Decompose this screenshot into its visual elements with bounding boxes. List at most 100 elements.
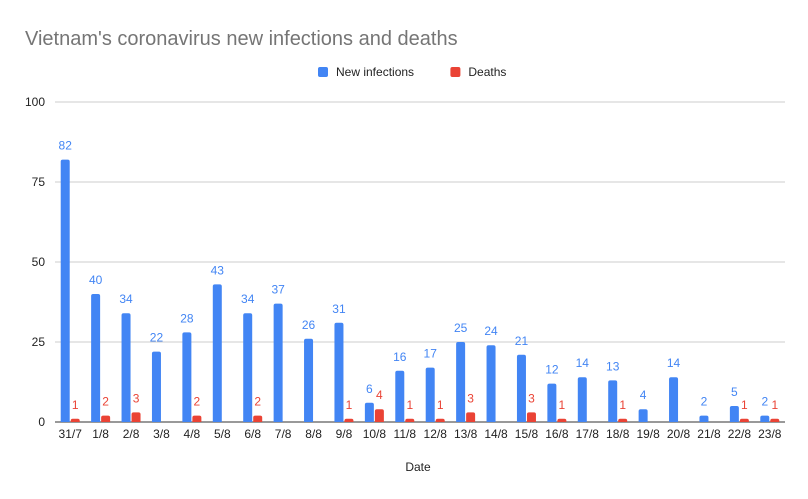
x-tick-label: 13/8: [454, 427, 478, 441]
bar-deaths: [374, 409, 384, 422]
bar-new-infections: [608, 380, 618, 422]
bar-new-infections: [486, 345, 496, 422]
bar-deaths: [770, 418, 780, 422]
bar-new-infections: [425, 367, 435, 422]
data-label-deaths: 4: [376, 388, 383, 402]
data-label-new-infections: 13: [606, 359, 620, 373]
x-tick-label: 3/8: [153, 427, 170, 441]
bar-new-infections: [456, 342, 466, 422]
data-label-deaths: 2: [254, 395, 261, 409]
x-tick-label: 19/8: [636, 427, 660, 441]
data-label-new-infections: 34: [241, 292, 255, 306]
data-label-new-infections: 31: [332, 302, 346, 316]
x-tick-label: 31/7: [59, 427, 83, 441]
bar-deaths: [405, 418, 415, 422]
legend-label-1: Deaths: [468, 65, 506, 79]
x-tick-label: 9/8: [336, 427, 353, 441]
bar-new-infections: [395, 370, 405, 422]
x-tick-label: 1/8: [92, 427, 109, 441]
x-tick-label: 10/8: [363, 427, 387, 441]
bar-new-infections: [334, 322, 344, 422]
bar-new-infections: [273, 303, 283, 422]
legend-label-0: New infections: [336, 65, 414, 79]
bar-deaths: [131, 412, 141, 422]
bar-deaths: [435, 418, 445, 422]
data-label-deaths: 1: [559, 398, 566, 412]
bar-deaths: [739, 418, 749, 422]
bar-deaths: [253, 415, 263, 422]
x-tick-label: 14/8: [484, 427, 508, 441]
data-label-new-infections: 24: [484, 324, 498, 338]
bar-new-infections: [669, 377, 679, 422]
data-label-new-infections: 17: [424, 347, 438, 361]
bar-deaths: [70, 418, 80, 422]
data-label-new-infections: 34: [119, 292, 133, 306]
bar-new-infections: [638, 409, 648, 422]
data-label-new-infections: 82: [59, 139, 73, 153]
x-tick-label: 20/8: [667, 427, 691, 441]
bar-deaths: [344, 418, 354, 422]
bar-deaths: [192, 415, 202, 422]
bar-deaths: [557, 418, 567, 422]
x-tick-label: 23/8: [758, 427, 782, 441]
bar-new-infections: [60, 159, 70, 422]
x-tick-label: 5/8: [214, 427, 231, 441]
data-label-deaths: 1: [619, 398, 626, 412]
legend-swatch-1: [450, 67, 461, 77]
x-tick-label: 17/8: [576, 427, 600, 441]
data-label-deaths: 1: [771, 398, 778, 412]
data-label-deaths: 1: [346, 398, 353, 412]
bar-new-infections: [212, 284, 222, 422]
data-label-new-infections: 43: [211, 263, 225, 277]
data-label-new-infections: 14: [576, 356, 590, 370]
bar-deaths: [618, 418, 628, 422]
bar-new-infections: [577, 377, 587, 422]
bar-new-infections: [516, 354, 526, 422]
data-label-new-infections: 2: [761, 395, 768, 409]
bar-new-infections: [121, 313, 131, 422]
data-label-new-infections: 25: [454, 321, 468, 335]
data-label-new-infections: 12: [545, 363, 559, 377]
bar-new-infections: [699, 415, 709, 422]
data-label-deaths: 3: [528, 391, 535, 405]
bar-new-infections: [151, 351, 161, 422]
data-label-deaths: 1: [72, 398, 79, 412]
y-tick-label: 0: [38, 415, 45, 429]
data-label-deaths: 3: [133, 391, 140, 405]
x-tick-label: 12/8: [424, 427, 448, 441]
data-label-new-infections: 40: [89, 273, 103, 287]
data-label-new-infections: 28: [180, 311, 194, 325]
bar-deaths: [526, 412, 536, 422]
x-tick-label: 4/8: [184, 427, 201, 441]
bar-new-infections: [243, 313, 253, 422]
bar-new-infections: [760, 415, 770, 422]
x-tick-label: 22/8: [728, 427, 752, 441]
bar-new-infections: [304, 338, 314, 422]
data-label-deaths: 1: [437, 398, 444, 412]
x-tick-label: 2/8: [123, 427, 140, 441]
data-label-new-infections: 22: [150, 331, 164, 345]
data-label-deaths: 2: [194, 395, 201, 409]
y-tick-label: 100: [25, 95, 45, 109]
bar-new-infections: [364, 402, 374, 422]
x-tick-label: 7/8: [275, 427, 292, 441]
x-tick-label: 6/8: [244, 427, 261, 441]
legend-swatch-0: [318, 67, 328, 77]
data-label-new-infections: 5: [731, 385, 738, 399]
x-tick-label: 21/8: [697, 427, 721, 441]
x-tick-label: 11/8: [394, 427, 417, 441]
bar-deaths: [101, 415, 111, 422]
x-tick-label: 18/8: [606, 427, 630, 441]
x-tick-label: 15/8: [515, 427, 539, 441]
data-label-new-infections: 37: [271, 283, 285, 297]
data-label-new-infections: 16: [393, 350, 407, 364]
y-tick-label: 75: [32, 175, 46, 189]
bar-new-infections: [182, 332, 192, 422]
data-label-new-infections: 2: [701, 395, 708, 409]
x-axis-title: Date: [405, 460, 431, 474]
data-label-new-infections: 26: [302, 318, 316, 332]
data-label-deaths: 2: [102, 395, 109, 409]
data-label-deaths: 3: [467, 391, 474, 405]
y-tick-label: 50: [32, 255, 46, 269]
